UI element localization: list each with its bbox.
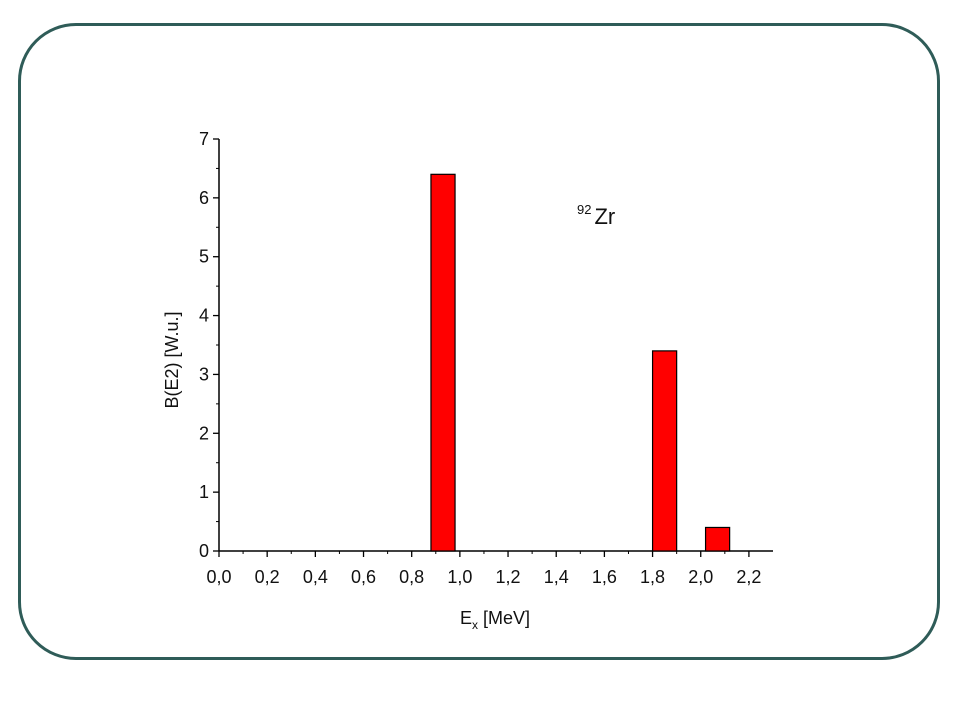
y-tick-label: 5 — [199, 247, 209, 267]
bar — [651, 350, 678, 552]
x-tick-label: 1,6 — [592, 567, 617, 587]
y-axis-label: B(E2) [W.u.] — [162, 311, 182, 408]
x-tick-label: 1,4 — [544, 567, 569, 587]
x-tick-label: 2,0 — [688, 567, 713, 587]
axis-labels: B(E2) [W.u.] Ex [MeV] 92 Zr — [162, 202, 615, 632]
y-tick-label: 4 — [199, 306, 209, 326]
x-axis-label-subscript: x — [472, 618, 478, 632]
x-tick-label: 0,8 — [399, 567, 424, 587]
x-tick-label: 1,8 — [640, 567, 665, 587]
bars — [430, 173, 731, 552]
x-tick-label: 0,2 — [255, 567, 280, 587]
x-tick-label: 1,2 — [496, 567, 521, 587]
y-tick-label: 3 — [199, 364, 209, 384]
bar — [430, 173, 456, 552]
y-tick-label: 0 — [199, 541, 209, 561]
x-tick-label: 2,2 — [736, 567, 761, 587]
x-axis-label-unit: [MeV] — [478, 608, 530, 628]
x-axis-label: Ex [MeV] — [460, 608, 530, 632]
y-tick-label: 1 — [199, 482, 209, 502]
x-tick-label: 0,6 — [351, 567, 376, 587]
annotation-superscript: 92 — [577, 202, 591, 217]
x-tick-label: 0,4 — [303, 567, 328, 587]
y-tick-label: 7 — [199, 129, 209, 149]
axes: 0,0 0,2 0,4 0,6 0,8 1,0 1,2 1,4 1,6 1,8 2,0 2,2 0 1 2 3… — [199, 129, 773, 587]
bar — [704, 526, 731, 552]
y-tick-label: 2 — [199, 423, 209, 443]
x-tick-label: 0,0 — [206, 567, 231, 587]
nucleus-annotation: 92 Zr — [577, 202, 615, 229]
x-tick-label: 1,0 — [447, 567, 472, 587]
annotation-text: Zr — [594, 204, 615, 229]
y-tick-label: 6 — [199, 188, 209, 208]
x-axis-label-main: E — [460, 608, 472, 628]
